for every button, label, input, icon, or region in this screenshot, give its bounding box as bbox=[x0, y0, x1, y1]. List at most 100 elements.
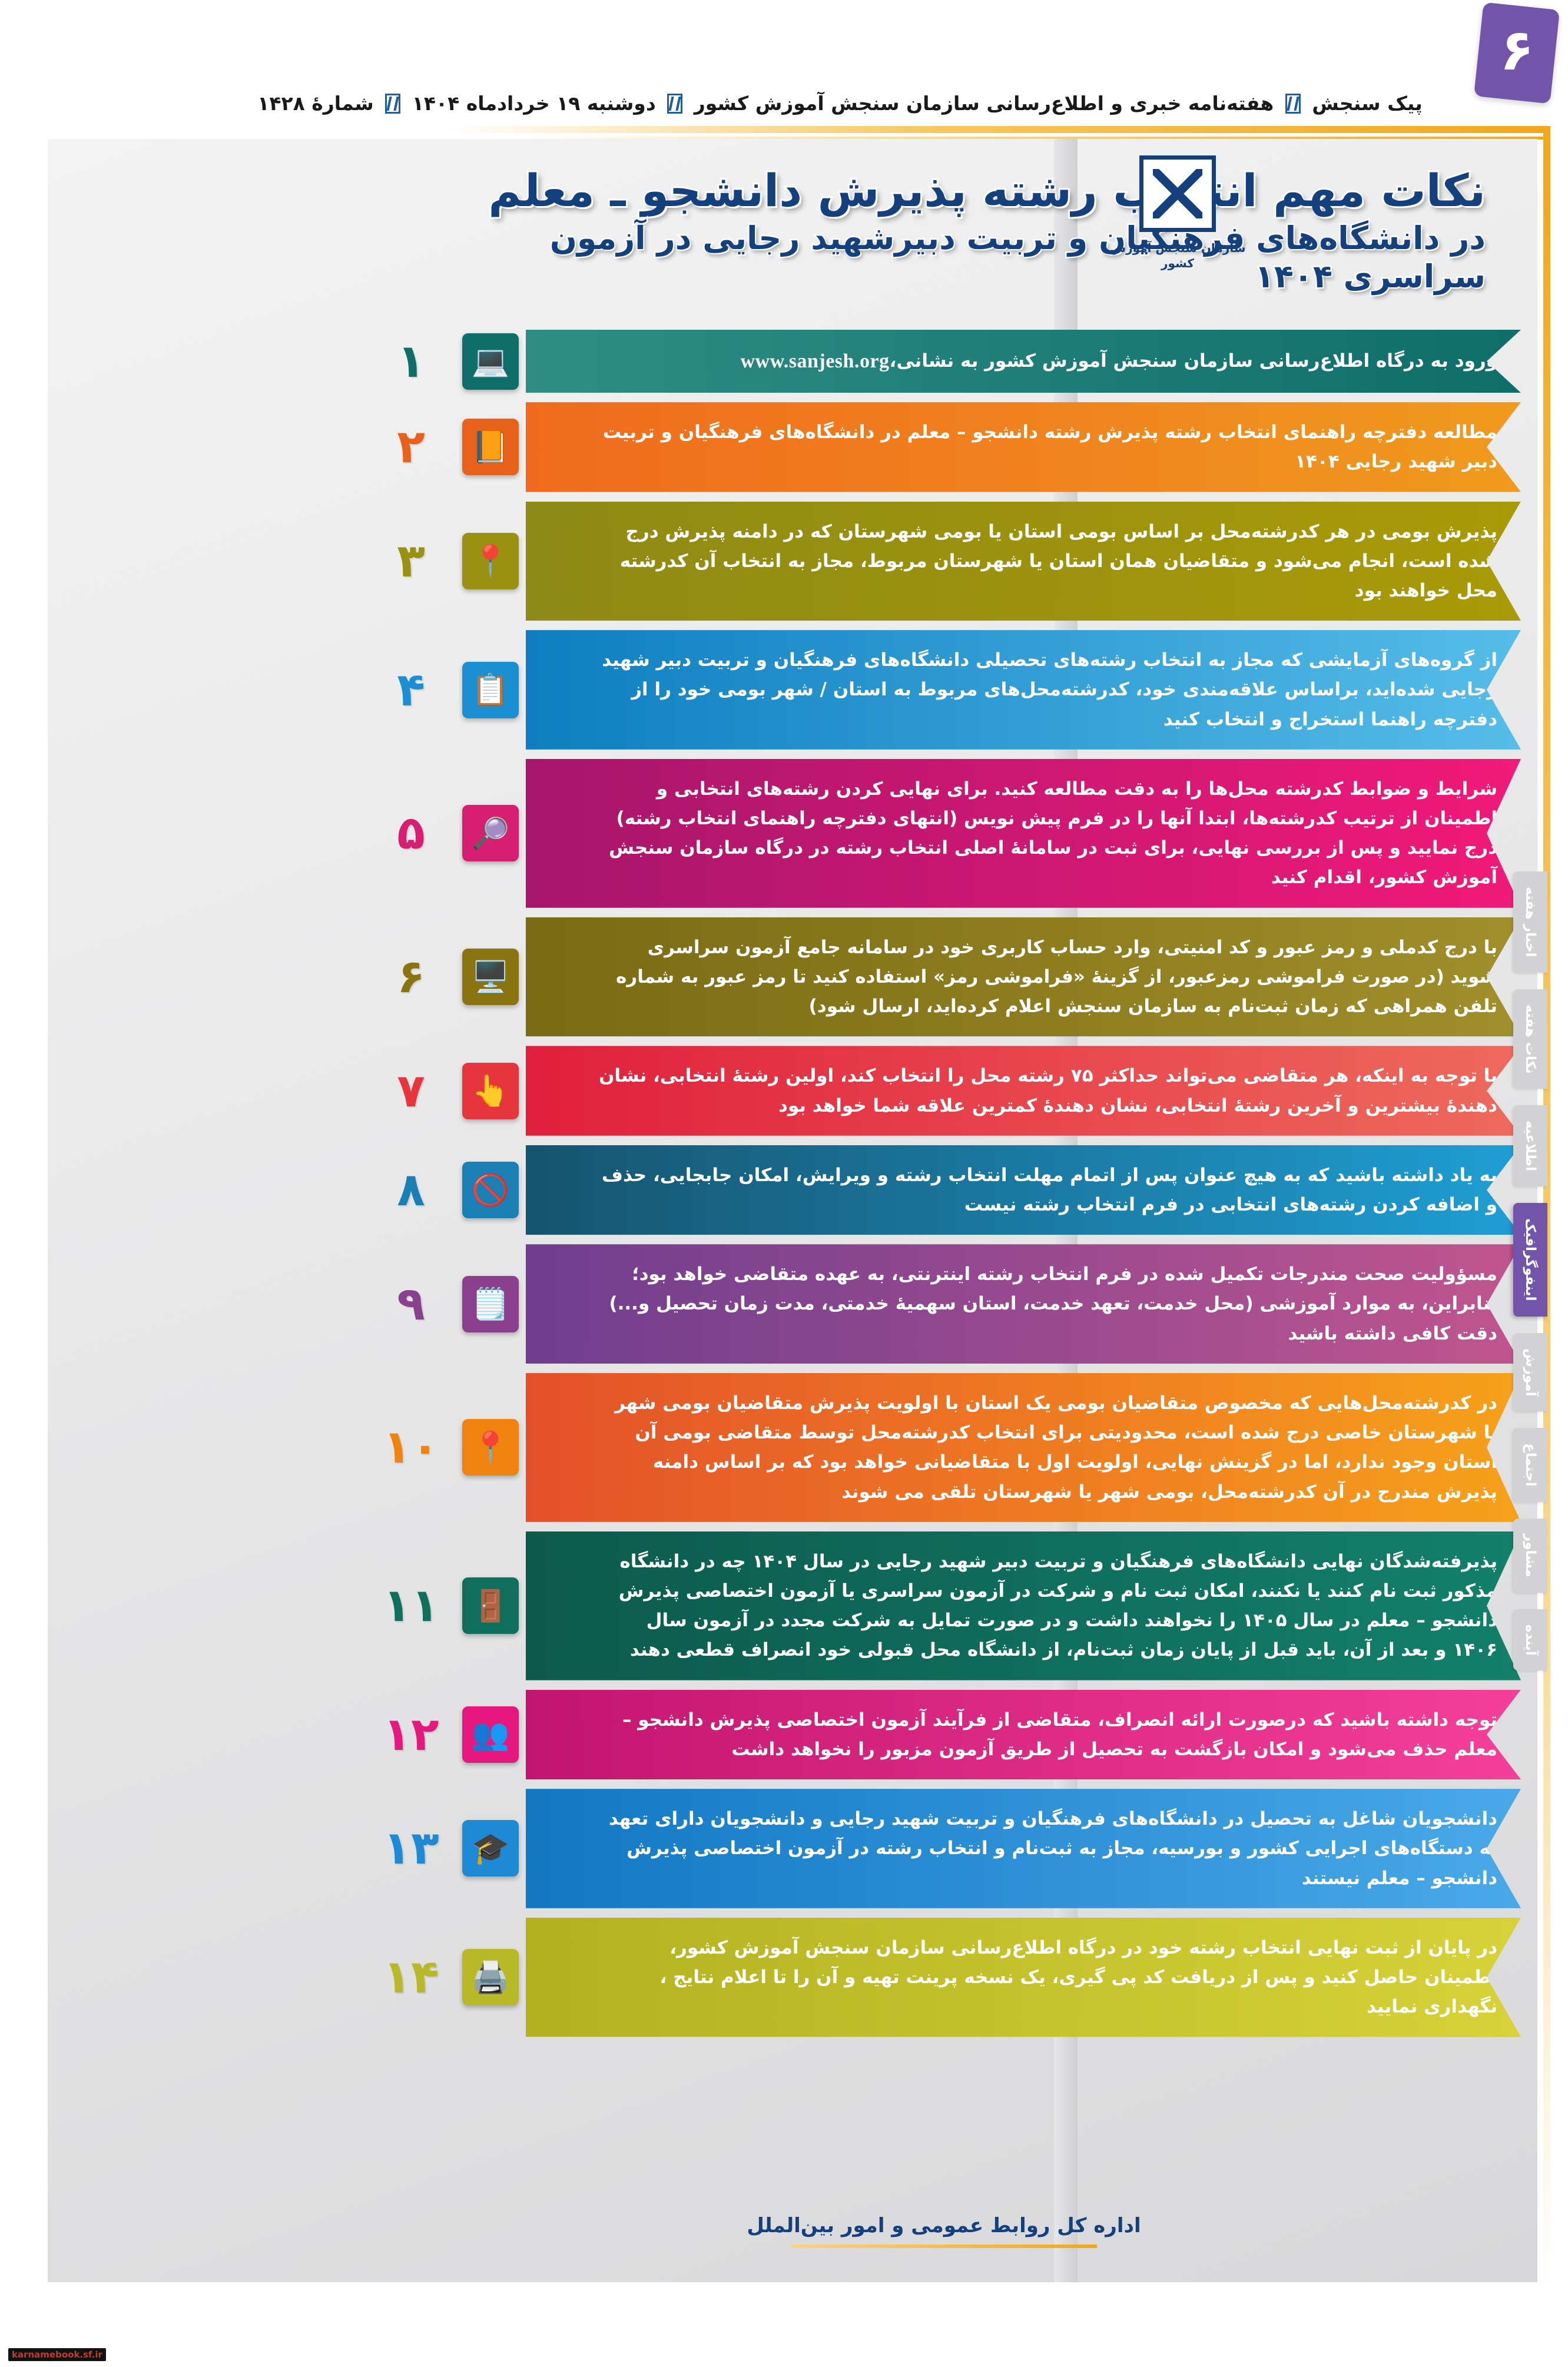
watermark: karnamebook.sf.ir bbox=[8, 2348, 106, 2361]
sanjesh-mark-icon bbox=[385, 93, 401, 114]
book-icon: 📙 bbox=[462, 419, 519, 476]
sanjesh-mark-icon bbox=[667, 93, 683, 114]
step-number: ۱۱ bbox=[383, 1579, 439, 1633]
step-row: ۴ 📋 از گروه‌های آزمایشی که مجاز به انتخاب … bbox=[367, 630, 1521, 750]
no-edit-icon: 🚫 bbox=[462, 1162, 519, 1219]
sidebar-tab-3[interactable]: اینفوگرافیک bbox=[1513, 1203, 1547, 1317]
page-title-block: نکات مهم انتخاب رشته پذیرش دانشجو ـ معلم… bbox=[437, 163, 1487, 297]
step-banner: مطالعه دفترچه راهنمای انتخاب رشته پذیرش … bbox=[526, 402, 1521, 492]
step-number: ۳ bbox=[397, 534, 425, 588]
checklist-icon: 📋 bbox=[462, 661, 519, 718]
step-icon-slot: 🚫 bbox=[455, 1145, 526, 1235]
step-icon-slot: 👆 bbox=[455, 1046, 526, 1135]
step-icon-slot: 📍 bbox=[455, 1373, 526, 1522]
step-banner: در کدرشته‌محل‌هایی که مخصوص متقاضیان بوم… bbox=[526, 1373, 1521, 1522]
step-banner: دانشجویان شاغل به تحصیل در دانشگاه‌های ف… bbox=[526, 1789, 1521, 1908]
step-row: ۱۲ 👥 توجه داشته باشید که درصورت ارائه انصر… bbox=[367, 1690, 1521, 1779]
masthead-subtitle: هفته‌نامه خبری و اطلاع‌رسانی سازمان سنجش… bbox=[694, 91, 1274, 115]
step-number: ۶ bbox=[397, 950, 425, 1004]
sidebar-tab-5[interactable]: اجتماع bbox=[1513, 1428, 1547, 1502]
step-row: ۸ 🚫 به یاد داشته باشید که به هیچ عنوان پس … bbox=[367, 1145, 1521, 1235]
sidebar-tab-6[interactable]: مشاور bbox=[1513, 1518, 1547, 1593]
step-text: در کدرشته‌محل‌هایی که مخصوص متقاضیان بوم… bbox=[615, 1392, 1497, 1503]
step-icon-slot: 💻 bbox=[455, 330, 526, 393]
step-number: ۷ bbox=[397, 1064, 425, 1118]
gold-rule-top bbox=[447, 126, 1550, 133]
step-row: ۹ 🗒️ مسؤولیت صحت مندرجات تکمیل شده در فرم … bbox=[367, 1244, 1521, 1364]
sanjesh-logo-icon bbox=[1139, 155, 1216, 232]
step-number: ۱۰ bbox=[383, 1421, 439, 1474]
magnifier-list-icon: 🔎 bbox=[462, 805, 519, 862]
step-icon-slot: 🚪 bbox=[455, 1531, 526, 1680]
step-icon-slot: 👥 bbox=[455, 1690, 526, 1779]
step-text: با درج کدملی و رمز عبور و کد امنیتی، وار… bbox=[616, 936, 1497, 1017]
step-banner: توجه داشته باشید که درصورت ارائه انصراف،… bbox=[526, 1690, 1521, 1779]
sidebar-tab-0[interactable]: اخبار هفته bbox=[1513, 871, 1547, 973]
step-text: پذیرفته‌شدگان نهایی دانشگاه‌های فرهنگیان… bbox=[618, 1550, 1497, 1661]
step-row: ۱۱ 🚪 پذیرفته‌شدگان نهایی دانشگاه‌های فرهنگ… bbox=[367, 1531, 1521, 1680]
step-row: ۳ 📍 پذیرش بومی در هر کدرشته‌محل بر اساس بو… bbox=[367, 502, 1521, 621]
step-row: ۶ 🖥️ با درج کدملی و رمز عبور و کد امنیتی، … bbox=[367, 917, 1521, 1037]
step-text: مسؤولیت صحت مندرجات تکمیل شده در فرم انت… bbox=[609, 1264, 1497, 1344]
organization-logo: سازمان سنجش آموزش کشور bbox=[1095, 152, 1260, 299]
step-icon-slot: 📋 bbox=[455, 630, 526, 750]
step-row: ۱۰ 📍 در کدرشته‌محل‌هایی که مخصوص متقاضیان … bbox=[367, 1373, 1521, 1522]
step-number: ۴ bbox=[397, 663, 425, 717]
step-text: از گروه‌های آزمایشی که مجاز به انتخاب رش… bbox=[602, 649, 1497, 730]
sanjesh-mark-icon bbox=[1285, 93, 1301, 114]
step-banner: از گروه‌های آزمایشی که مجاز به انتخاب رش… bbox=[526, 630, 1521, 750]
sidebar-tab-7[interactable]: آینده bbox=[1513, 1609, 1547, 1671]
step-text: مطالعه دفترچه راهنمای انتخاب رشته پذیرش … bbox=[602, 422, 1497, 473]
masthead: پیک سنجش هفته‌نامه خبری و اطلاع‌رسانی سا… bbox=[212, 82, 1468, 124]
step-text: دانشجویان شاغل به تحصیل در دانشگاه‌های ف… bbox=[608, 1808, 1497, 1889]
sidebar-tab-4[interactable]: آموزش bbox=[1513, 1332, 1547, 1412]
step-row: ۲ 📙 مطالعه دفترچه راهنمای انتخاب رشته پذیر… bbox=[367, 402, 1521, 492]
verified-doc-icon: 🗒️ bbox=[462, 1275, 519, 1332]
masthead-line: پیک سنجش هفته‌نامه خبری و اطلاع‌رسانی سا… bbox=[257, 92, 1423, 115]
step-banner: در پایان از ثبت نهایی انتخاب رشته خود در… bbox=[526, 1918, 1521, 2037]
section-tabs: اخبار هفته نکات هفته اطلاعیه اینفوگرافیک آمو… bbox=[1496, 871, 1565, 1671]
step-text: در پایان از ثبت نهایی انتخاب رشته خود در… bbox=[659, 1937, 1497, 2018]
login-laptop-icon: 🖥️ bbox=[462, 949, 519, 1006]
step-number: ۵ bbox=[397, 807, 425, 860]
step-text: ورود به درگاه اطلاع‌رسانی سازمان سنجش آم… bbox=[889, 350, 1497, 372]
page-title: نکات مهم انتخاب رشته پذیرش دانشجو ـ معلم bbox=[486, 163, 1487, 218]
steps-list: ۱ 💻 ورود به درگاه اطلاع‌رسانی سازمان سنجش … bbox=[367, 330, 1521, 2046]
step-number: ۱۲ bbox=[383, 1708, 439, 1761]
step-row: ۱ 💻 ورود به درگاه اطلاع‌رسانی سازمان سنجش … bbox=[367, 330, 1521, 393]
page-number: ۶ bbox=[1499, 17, 1534, 83]
laptop-icon: 💻 bbox=[462, 333, 519, 390]
printer-icon: 🖨️ bbox=[462, 1949, 519, 2006]
step-number: ۱ bbox=[397, 334, 425, 388]
step-number: ۱۳ bbox=[383, 1822, 439, 1875]
step-icon-slot: 🖨️ bbox=[455, 1918, 526, 2037]
step-text: پذیرش بومی در هر کدرشته‌محل بر اساس بومی… bbox=[619, 521, 1497, 601]
masthead-brand: پیک سنجش bbox=[1312, 91, 1423, 115]
step-row: ۱۴ 🖨️ در پایان از ثبت نهایی انتخاب رشته خو… bbox=[367, 1918, 1521, 2037]
step-icon-slot: 🎓 bbox=[455, 1789, 526, 1908]
step-icon-slot: 🔎 bbox=[455, 759, 526, 908]
masthead-date: دوشنبه ۱۹ خردادماه ۱۴۰۴ bbox=[412, 91, 657, 115]
step-number: ۸ bbox=[397, 1163, 425, 1217]
page-number-flag: ۶ bbox=[1473, 2, 1560, 104]
step-number: ۲ bbox=[397, 420, 425, 474]
footer-text: اداره کل روابط عمومی و امور بین‌الملل bbox=[367, 2214, 1521, 2248]
step-number: ۱۴ bbox=[383, 1951, 439, 2004]
step-icon-slot: 📙 bbox=[455, 402, 526, 492]
sidebar-tab-1[interactable]: نکات هفته bbox=[1513, 989, 1547, 1089]
sanjesh-url-link[interactable]: www.sanjesh.org bbox=[740, 350, 890, 372]
step-row: ۱۳ 🎓 دانشجویان شاغل به تحصیل در دانشگاه‌ها… bbox=[367, 1789, 1521, 1908]
step-banner: ورود به درگاه اطلاع‌رسانی سازمان سنجش آم… bbox=[526, 330, 1521, 393]
step-text: توجه داشته باشید که درصورت ارائه انصراف،… bbox=[622, 1709, 1497, 1760]
step-icon-slot: 🖥️ bbox=[455, 917, 526, 1037]
logo-caption: سازمان سنجش آموزش کشور bbox=[1109, 241, 1246, 270]
two-people-icon: 👥 bbox=[462, 1706, 519, 1763]
step-text: شرایط و ضوابط کدرشته محل‌ها را به دقت مط… bbox=[609, 778, 1497, 889]
hand-point-icon: 👆 bbox=[462, 1062, 519, 1119]
step-row: ۷ 👆 با توجه به اینکه، هر متقاضی می‌تواند ح… bbox=[367, 1046, 1521, 1135]
classroom-icon: 🚪 bbox=[462, 1577, 519, 1635]
step-text: با توجه به اینکه، هر متقاضی می‌تواند حدا… bbox=[598, 1065, 1497, 1116]
step-banner: پذیرفته‌شدگان نهایی دانشگاه‌های فرهنگیان… bbox=[526, 1531, 1521, 1680]
sidebar-tab-2[interactable]: اطلاعیه bbox=[1513, 1105, 1547, 1187]
step-banner: شرایط و ضوابط کدرشته محل‌ها را به دقت مط… bbox=[526, 759, 1521, 908]
